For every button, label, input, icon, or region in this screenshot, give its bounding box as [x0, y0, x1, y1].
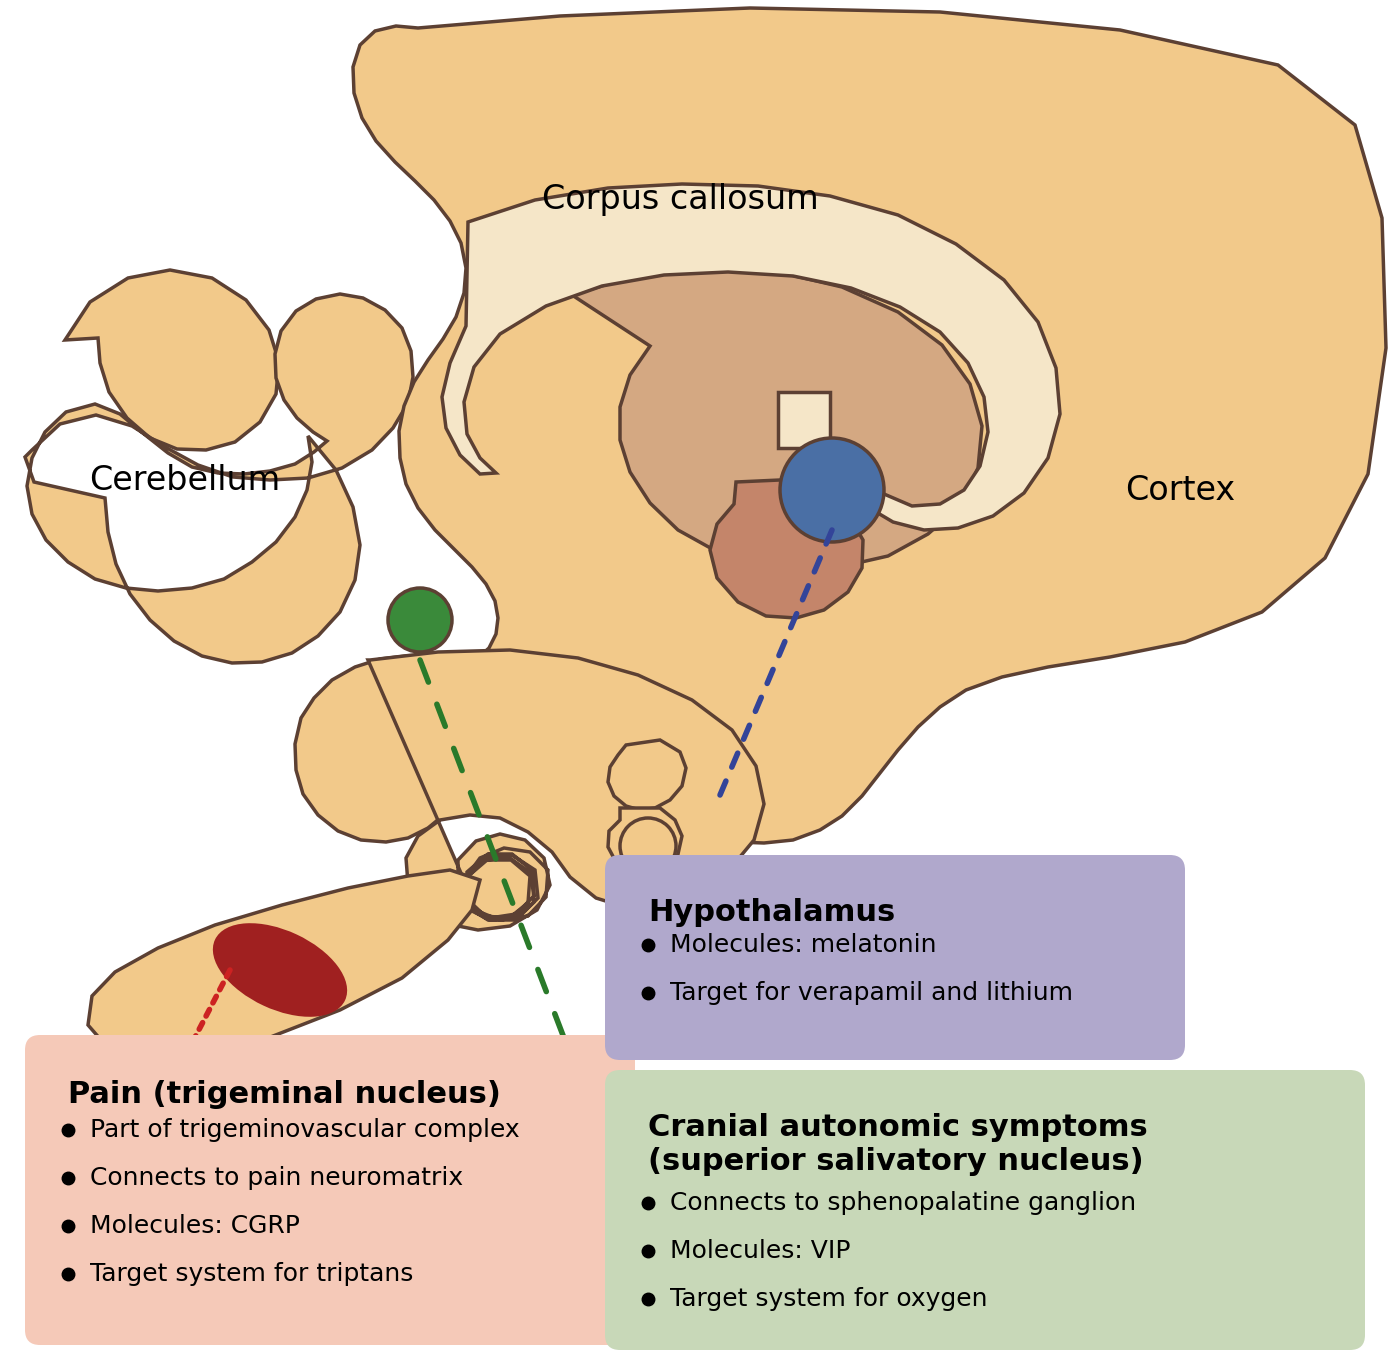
Text: Molecules: VIP: Molecules: VIP	[671, 1239, 850, 1263]
Text: Target for verapamil and lithium: Target for verapamil and lithium	[671, 981, 1073, 1005]
Polygon shape	[442, 184, 1059, 530]
Ellipse shape	[215, 925, 346, 1015]
Text: Cerebellum: Cerebellum	[89, 463, 280, 497]
Text: Pain (trigeminal nucleus): Pain (trigeminal nucleus)	[68, 1080, 500, 1109]
Polygon shape	[778, 392, 829, 448]
Polygon shape	[572, 268, 981, 569]
Polygon shape	[710, 479, 863, 618]
Text: Target system for oxygen: Target system for oxygen	[671, 1287, 987, 1312]
Text: Target system for triptans: Target system for triptans	[91, 1263, 414, 1286]
Text: Molecules: CGRP: Molecules: CGRP	[91, 1214, 300, 1238]
FancyBboxPatch shape	[605, 855, 1185, 1060]
Text: Hypothalamus: Hypothalamus	[648, 898, 895, 928]
Text: Corpus callosum: Corpus callosum	[542, 184, 818, 217]
Polygon shape	[296, 8, 1386, 843]
Text: Connects to sphenopalatine ganglion: Connects to sphenopalatine ganglion	[671, 1190, 1136, 1215]
Text: Cortex: Cortex	[1125, 474, 1235, 507]
Text: Connects to pain neuromatrix: Connects to pain neuromatrix	[91, 1166, 463, 1190]
FancyBboxPatch shape	[25, 1035, 636, 1346]
Circle shape	[620, 819, 676, 874]
Circle shape	[388, 588, 452, 652]
Polygon shape	[368, 650, 764, 930]
Text: Molecules: melatonin: Molecules: melatonin	[671, 933, 937, 957]
Circle shape	[781, 439, 884, 542]
Text: Cranial autonomic symptoms
(superior salivatory nucleus): Cranial autonomic symptoms (superior sal…	[648, 1113, 1147, 1175]
Text: Part of trigeminovascular complex: Part of trigeminovascular complex	[91, 1118, 520, 1141]
Polygon shape	[608, 740, 686, 810]
Polygon shape	[66, 270, 279, 449]
Polygon shape	[608, 808, 682, 874]
FancyBboxPatch shape	[605, 1071, 1365, 1350]
Polygon shape	[88, 870, 480, 1060]
Polygon shape	[25, 294, 413, 663]
